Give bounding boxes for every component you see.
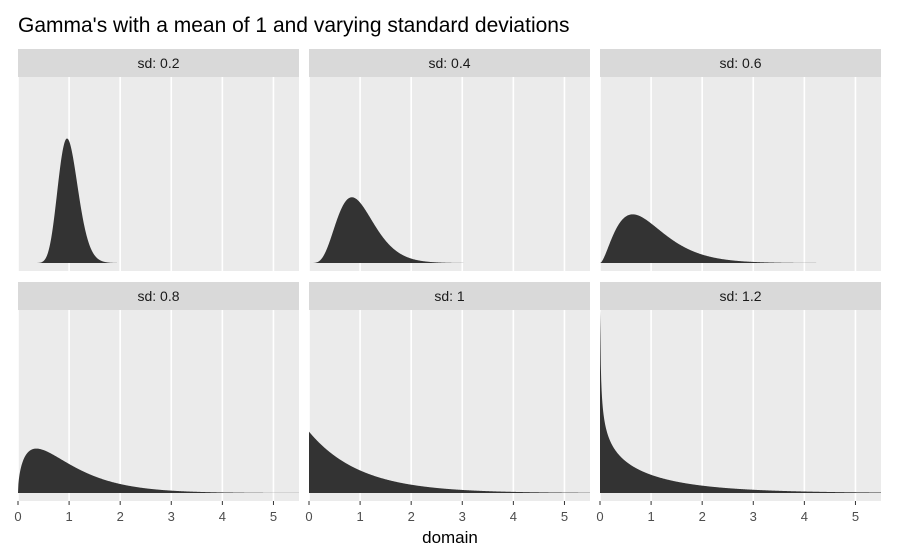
facet-strip-label: sd: 0.6 <box>719 55 761 71</box>
facet-panel: sd: 0.4 <box>308 49 590 271</box>
facet-strip <box>309 282 590 310</box>
density-area <box>600 214 881 263</box>
density-area <box>18 448 299 493</box>
facet-strip-label: sd: 0.2 <box>137 55 179 71</box>
facet-panel: sd: 0.6 <box>599 49 881 271</box>
facet-strip-label: sd: 1.2 <box>719 288 761 304</box>
panel-background <box>600 310 881 501</box>
x-tick-label: 5 <box>561 509 568 524</box>
x-tick-label: 0 <box>14 509 21 524</box>
facet-panel: sd: 1.2 0 1 2 3 4 5 <box>596 282 881 524</box>
x-tick-label: 4 <box>219 509 226 524</box>
x-tick-label: 5 <box>852 509 859 524</box>
density-area <box>600 310 881 493</box>
density-area <box>309 431 590 493</box>
x-tick-label: 3 <box>459 509 466 524</box>
facet-strip-label: sd: 1 <box>434 288 465 304</box>
facet-strip <box>309 49 590 77</box>
x-tick-label: 1 <box>356 509 363 524</box>
density-area <box>18 138 299 263</box>
facet-panel: sd: 0.2 <box>17 49 299 271</box>
facet-panel: sd: 1 0 1 2 3 4 5 <box>305 282 590 524</box>
x-tick-label: 0 <box>596 509 603 524</box>
facet-strip <box>18 282 299 310</box>
x-tick-label: 2 <box>408 509 415 524</box>
facet-strip <box>600 282 881 310</box>
x-tick-label: 4 <box>801 509 808 524</box>
facet-strip <box>600 49 881 77</box>
facet-panel: sd: 0.8 0 1 2 3 4 5 <box>14 282 299 524</box>
x-axis-label: domain <box>422 528 478 547</box>
x-tick-label: 3 <box>750 509 757 524</box>
x-tick-label: 3 <box>168 509 175 524</box>
facet-strip-label: sd: 0.4 <box>428 55 470 71</box>
facet-strip <box>18 49 299 77</box>
x-tick-label: 2 <box>117 509 124 524</box>
x-tick-label: 4 <box>510 509 517 524</box>
density-area <box>309 197 590 263</box>
x-tick-label: 0 <box>305 509 312 524</box>
x-tick-label: 1 <box>65 509 72 524</box>
facet-strip-label: sd: 0.8 <box>137 288 179 304</box>
x-tick-label: 1 <box>647 509 654 524</box>
x-tick-label: 2 <box>699 509 706 524</box>
chart-title: Gamma's with a mean of 1 and varying sta… <box>18 14 570 37</box>
x-tick-label: 5 <box>270 509 277 524</box>
